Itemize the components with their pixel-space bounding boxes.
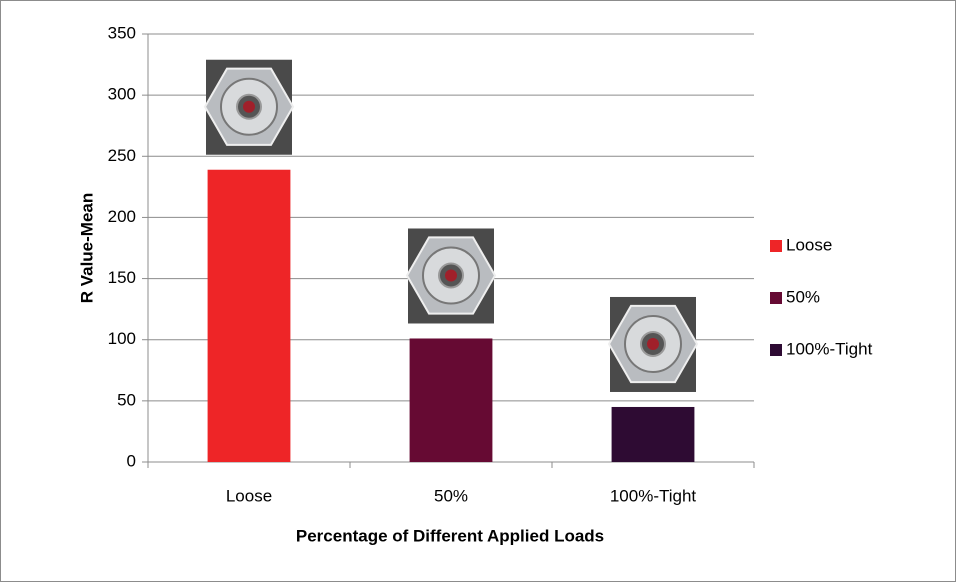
- nut-center: [243, 100, 255, 113]
- x-tick-label: 100%-Tight: [610, 486, 697, 505]
- legend-swatch: [770, 344, 782, 356]
- nut-photo: [607, 296, 699, 392]
- y-axis-title: R Value-Mean: [77, 193, 96, 304]
- legend-label: Loose: [786, 235, 832, 254]
- legend-label: 50%: [786, 287, 820, 306]
- y-tick-label: 0: [127, 451, 136, 470]
- legend-swatch: [770, 240, 782, 252]
- y-tick-label: 50: [117, 390, 136, 409]
- nut-photo: [405, 228, 497, 324]
- y-tick-label: 100: [108, 329, 136, 348]
- nut-center: [445, 269, 457, 282]
- nut-photo: [203, 59, 295, 155]
- x-tick-label: 50%: [434, 486, 468, 505]
- bar: [409, 338, 493, 462]
- nut-center: [647, 337, 659, 350]
- y-tick-label: 150: [108, 268, 136, 287]
- x-axis-title: Percentage of Different Applied Loads: [296, 526, 604, 545]
- x-tick-label: Loose: [226, 486, 272, 505]
- legend-label: 100%-Tight: [786, 339, 873, 358]
- y-tick-label: 200: [108, 207, 136, 226]
- legend-swatch: [770, 292, 782, 304]
- y-tick-label: 250: [108, 146, 136, 165]
- y-tick-label: 350: [108, 23, 136, 42]
- y-tick-label: 300: [108, 85, 136, 104]
- bar: [611, 406, 695, 462]
- bar: [207, 169, 291, 463]
